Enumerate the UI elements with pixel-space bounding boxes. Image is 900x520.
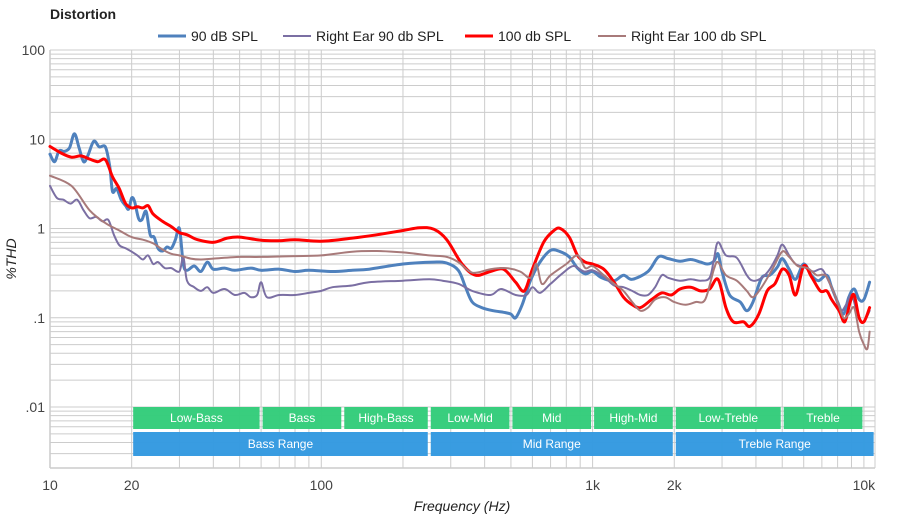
chart-title: Distortion — [50, 6, 116, 22]
legend: 90 dB SPL Right Ear 90 db SPL 100 db SPL Ri… — [158, 28, 767, 44]
band-low-treble — [675, 407, 781, 429]
band-label: Mid Range — [523, 437, 581, 451]
legend-item-label: Right Ear 100 db SPL — [631, 28, 767, 44]
x-tick-label: 100 — [310, 477, 334, 493]
band-treble — [783, 407, 863, 429]
band-label: Bass Range — [248, 437, 314, 451]
y-tick-label: 10 — [29, 131, 45, 147]
series-line-right-ear-100-db-spl — [49, 174, 871, 351]
band-label: Bass — [289, 411, 316, 425]
band-bass-range — [133, 432, 428, 456]
band-label: Low-Treble — [698, 411, 758, 425]
band-low-bass — [133, 407, 260, 429]
band-label: High-Bass — [358, 411, 413, 425]
band-high-bass — [344, 407, 428, 429]
x-tick-label: 2k — [667, 477, 683, 493]
legend-item-label: Right Ear 90 db SPL — [316, 28, 444, 44]
x-axis-label: Frequency (Hz) — [414, 498, 510, 514]
y-tick-label: 1 — [37, 221, 45, 237]
band-high-mid — [594, 407, 673, 429]
band-label: Treble — [806, 411, 840, 425]
band-treble-range — [675, 432, 874, 456]
band-label: High-Mid — [609, 411, 657, 425]
band-low-mid — [430, 407, 510, 429]
series-line-100-db-spl — [48, 145, 872, 329]
x-tick-label: 1k — [585, 477, 601, 493]
x-tick-label: 10 — [42, 477, 58, 493]
y-axis-label: %THD — [3, 238, 19, 279]
x-tick-label: 10k — [853, 477, 877, 493]
grid — [49, 49, 876, 469]
legend-item-label: 100 db SPL — [498, 28, 571, 44]
band-label: Low-Mid — [447, 411, 492, 425]
band-mid — [512, 407, 592, 429]
y-tick-label: .01 — [26, 399, 46, 415]
frequency-bands: Low-Bass Bass High-Bass Low-Mid Mid High-Mid L… — [133, 407, 874, 456]
y-tick-label: .1 — [33, 310, 45, 326]
series-lines — [48, 132, 872, 351]
band-label: Treble Range — [739, 437, 812, 451]
y-tick-label: 100 — [22, 42, 46, 58]
band-label: Mid — [542, 411, 561, 425]
legend-item-label: 90 dB SPL — [191, 28, 258, 44]
series-line-right-ear-90-db-spl — [49, 184, 871, 324]
band-bass — [262, 407, 342, 429]
x-tick-label: 20 — [124, 477, 140, 493]
band-label: Low-Bass — [170, 411, 223, 425]
band-mid-range — [430, 432, 673, 456]
axes: 10 20 100 1k 2k 10k 100 10 1 .1 .01 — [22, 42, 877, 493]
